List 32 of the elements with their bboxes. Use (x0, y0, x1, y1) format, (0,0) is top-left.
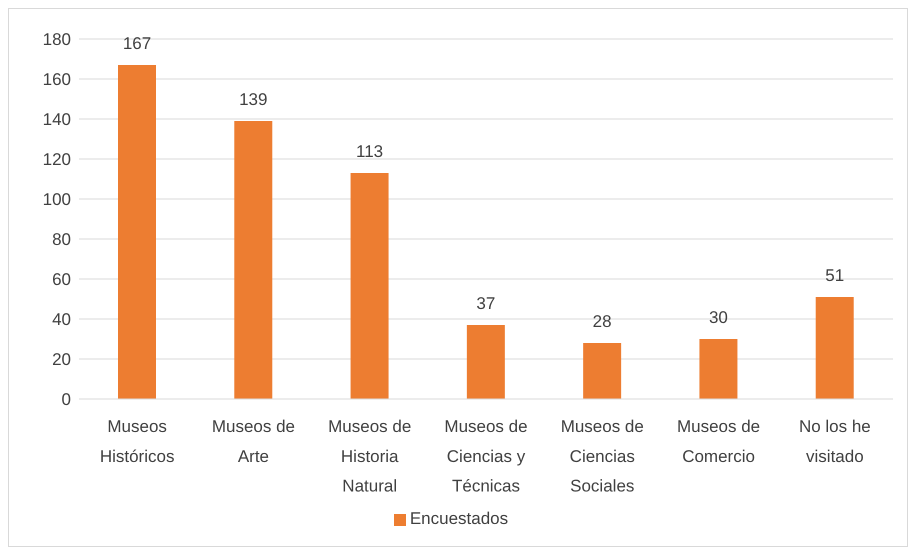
data-label: 113 (356, 142, 384, 161)
data-label: 30 (708, 308, 728, 327)
legend-label: Encuestados (410, 509, 508, 528)
data-label: 139 (239, 90, 268, 109)
bar (118, 65, 156, 399)
x-tick-label: No los he visitado (798, 417, 871, 466)
y-tick-label: 60 (52, 270, 71, 290)
y-tick-label: 160 (42, 70, 71, 90)
data-label: 37 (476, 294, 496, 313)
bar (234, 121, 272, 399)
y-tick-label: 0 (62, 390, 71, 410)
y-tick-label: 20 (52, 350, 71, 370)
x-tick-label: Museos de Ciencias y Técnicas (444, 417, 528, 496)
data-label: 51 (825, 266, 844, 285)
y-tick-label: 120 (42, 150, 71, 170)
bar (816, 297, 854, 399)
bar (583, 343, 622, 399)
bar (699, 339, 738, 399)
y-tick-label: 40 (52, 310, 71, 330)
bar (466, 325, 505, 399)
bar (350, 173, 389, 399)
x-tick-label: Museos Históricos (100, 417, 174, 466)
y-tick-label: 100 (42, 190, 71, 210)
x-tick-label: Museos de Comercio (676, 417, 760, 466)
x-tick-label: Museos de Historia Natural (328, 417, 412, 496)
y-tick-label: 180 (42, 30, 71, 50)
data-label: 28 (592, 312, 612, 331)
y-tick-label: 80 (52, 230, 71, 250)
data-label: 167 (122, 34, 152, 53)
x-tick-label: Museos de Arte (212, 417, 296, 466)
x-tick-label: Museos de Ciencias Sociales (560, 417, 644, 496)
y-tick-label: 140 (42, 110, 71, 130)
